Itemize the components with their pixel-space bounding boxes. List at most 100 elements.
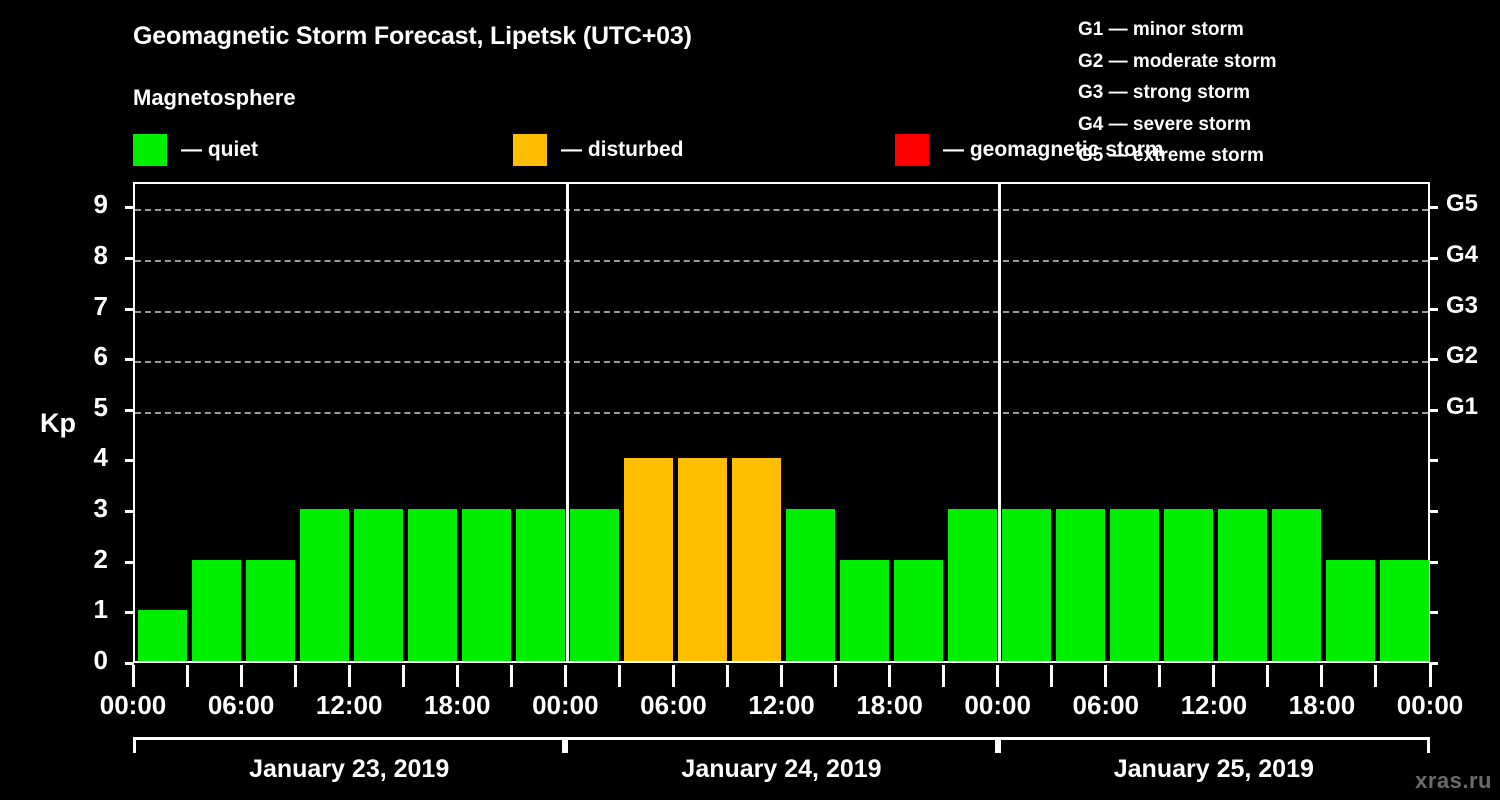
y-tick-mark-4 — [125, 459, 134, 463]
x-tick-mark-13 — [834, 665, 838, 687]
x-tick-mark-8 — [563, 665, 567, 687]
gridline-kp-7 — [135, 310, 1428, 313]
x-tick-label-3: 18:00 — [424, 690, 491, 720]
g-tick-mark-minor-2 — [1429, 560, 1438, 564]
g-tick-mark-minor-3 — [1429, 510, 1438, 514]
y-tick-label-6: 6 — [93, 341, 108, 372]
date-label-2: January 24, 2019 — [681, 755, 882, 783]
y-tick-label-4: 4 — [93, 442, 108, 473]
g-tick-mark-minor-1 — [1429, 611, 1438, 615]
g-key-row-1: G1 — minor storm — [1078, 19, 1244, 40]
x-tick-label-0: 00:00 — [99, 690, 167, 720]
y-tick-mark-2 — [125, 560, 134, 564]
page-title: Geomagnetic Storm Forecast, Lipetsk (UTC… — [133, 22, 692, 50]
x-tick-mark-3 — [293, 665, 297, 687]
bar-kp-quiet — [407, 509, 457, 661]
x-tick-mark-10 — [671, 665, 675, 687]
x-tick-mark-7 — [509, 665, 513, 687]
y-tick-label-1: 1 — [93, 594, 108, 625]
x-tick-label-9: 06:00 — [1072, 690, 1140, 720]
x-tick-mark-6 — [455, 665, 459, 687]
bar-kp-quiet — [840, 559, 890, 661]
legend-label-storm: — geomagnetic storm — [943, 138, 1164, 161]
g-scale-key: G1 — minor storm G2 — moderate storm G3 — … — [1078, 14, 1277, 172]
x-tick-mark-0 — [131, 665, 135, 687]
x-tick-label-2: 12:00 — [315, 690, 383, 720]
gridline-kp-5 — [135, 411, 1428, 414]
x-tick-label-10: 12:00 — [1180, 690, 1248, 720]
x-tick-mark-15 — [942, 665, 946, 687]
gridline-kp-9 — [135, 209, 1428, 212]
x-tick-label-4: 00:00 — [532, 690, 599, 720]
x-tick-mark-22 — [1320, 665, 1324, 687]
y-tick-label-3: 3 — [93, 493, 108, 524]
plot-area — [133, 182, 1430, 663]
bar-kp-quiet — [1002, 509, 1052, 661]
g-tick-label-G4: G4 — [1446, 240, 1479, 268]
x-tick-mark-19 — [1158, 665, 1162, 687]
bar-kp-quiet — [461, 509, 511, 661]
bar-kp-quiet — [1164, 509, 1214, 661]
x-tick-mark-1 — [185, 665, 189, 687]
x-tick-mark-2 — [239, 665, 243, 687]
y-tick-mark-9 — [125, 206, 134, 210]
legend-item-disturbed: — disturbed — [513, 134, 684, 166]
date-label-3: January 25, 2019 — [1113, 755, 1314, 783]
g-tick-mark-G2 — [1429, 358, 1438, 362]
y-tick-label-5: 5 — [93, 391, 108, 422]
y-tick-label-2: 2 — [93, 543, 108, 574]
date-band-2 — [565, 737, 998, 753]
g-key-row-4: G4 — severe storm — [1078, 113, 1252, 135]
bar-kp-quiet — [245, 559, 295, 661]
x-tick-mark-11 — [725, 665, 729, 687]
g-tick-mark-G1 — [1429, 408, 1438, 412]
g-key-row-5: G5 — extreme storm — [1078, 145, 1264, 166]
day-separator-2 — [998, 184, 1002, 661]
legend-swatch-quiet-icon — [133, 134, 167, 166]
y-tick-mark-3 — [125, 510, 134, 514]
bar-kp-disturbed — [623, 458, 673, 661]
plot-inner — [135, 184, 1430, 661]
bar-kp-quiet — [353, 509, 403, 661]
bar-kp-quiet — [191, 559, 241, 661]
g-tick-label-G2: G2 — [1446, 342, 1479, 370]
x-tick-label-7: 18:00 — [856, 690, 923, 720]
legend-label-disturbed: — disturbed — [561, 138, 684, 161]
x-tick-mark-17 — [1050, 665, 1054, 687]
bar-kp-quiet — [1110, 509, 1160, 661]
y-tick-mark-7 — [125, 307, 134, 311]
date-band-3 — [997, 737, 1430, 753]
y-tick-mark-1 — [125, 611, 134, 615]
g-tick-mark-minor-4 — [1429, 459, 1438, 463]
bar-kp-quiet — [1380, 559, 1430, 661]
bar-kp-quiet — [1056, 509, 1106, 661]
bar-kp-quiet — [137, 610, 187, 661]
gridline-kp-8 — [135, 259, 1428, 262]
y-tick-mark-0 — [125, 662, 134, 665]
y-tick-label-0: 0 — [93, 645, 108, 675]
watermark: xras.ru — [1415, 768, 1492, 793]
bar-kp-quiet — [786, 509, 836, 661]
x-tick-label-1: 06:00 — [207, 690, 275, 720]
bar-kp-disturbed — [677, 458, 727, 661]
y-tick-mark-5 — [125, 408, 134, 412]
bar-kp-quiet — [569, 509, 619, 661]
bar-kp-quiet — [515, 509, 565, 661]
gridline-kp-6 — [135, 361, 1428, 364]
x-tick-mark-23 — [1374, 665, 1378, 687]
x-tick-mark-5 — [401, 665, 405, 687]
x-tick-mark-4 — [347, 665, 351, 687]
bar-kp-quiet — [1326, 559, 1376, 661]
legend-swatch-disturbed-icon — [513, 134, 547, 166]
x-tick-label-12: 00:00 — [1396, 690, 1464, 720]
date-band-1 — [133, 737, 566, 753]
magnetosphere-section-label: Magnetosphere — [133, 85, 296, 110]
bar-kp-quiet — [948, 509, 998, 661]
y-tick-label-8: 8 — [93, 239, 108, 270]
legend-label-quiet: — quiet — [181, 138, 258, 161]
bar-kp-quiet — [1218, 509, 1268, 661]
g-tick-mark-G4 — [1429, 256, 1438, 260]
x-tick-label-5: 06:00 — [640, 690, 707, 720]
x-tick-label-8: 00:00 — [964, 690, 1031, 720]
x-tick-mark-20 — [1212, 665, 1216, 687]
